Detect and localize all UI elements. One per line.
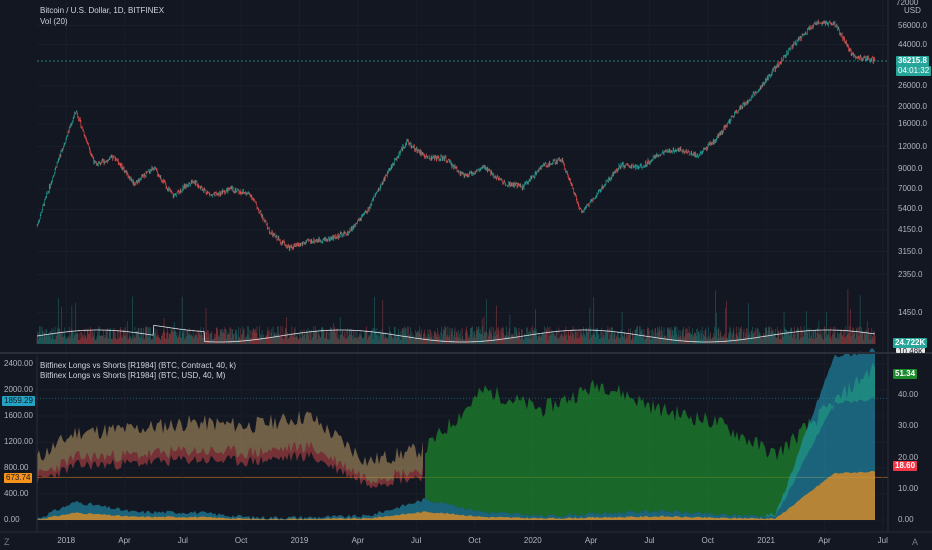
price-axis-label: 44000.0 [898, 39, 927, 49]
time-axis-label: 2021 [757, 536, 776, 545]
symbol-title[interactable]: Bitcoin / U.S. Dollar, 1D, BITFINEX [40, 6, 165, 15]
price-axis-label: 3150.0 [898, 246, 923, 256]
price-axis-label: 5400.0 [898, 204, 923, 214]
indicator-right-label: 30.00 [898, 421, 919, 431]
indicator-left-label: 0.00 [4, 515, 20, 524]
price-axis-label: 2350.0 [898, 269, 923, 279]
indicator-left-label: 400.00 [4, 489, 29, 498]
price-tag: 36215.8 [896, 56, 929, 66]
time-axis-label: Oct [234, 536, 248, 545]
indicator-left-label: 2400.00 [4, 359, 33, 368]
volume-title[interactable]: Vol (20) [40, 17, 68, 26]
longs-usd-area [425, 362, 875, 518]
countdown-tag: 04:01:32 [896, 66, 932, 76]
volume-tag: 24.722K [893, 338, 928, 348]
indicator-areas [37, 348, 875, 520]
longs-cyan-area [37, 348, 875, 520]
time-axis-label: Oct [701, 536, 715, 545]
volume-bars [36, 289, 876, 344]
time-axis-label: Apr [818, 536, 831, 545]
price-axis-label: 12000.0 [898, 141, 927, 151]
time-axis-label: Oct [468, 536, 481, 545]
price-axis-label: 56000.0 [898, 20, 927, 30]
shorts-orange-area [37, 471, 875, 520]
time-axis-label: Jul [177, 536, 188, 545]
indicator-title-1[interactable]: Bitfinex Longs vs Shorts [R1984] (BTC, C… [40, 361, 237, 370]
volume-ma-line [36, 324, 876, 343]
longs-band [37, 410, 423, 485]
shorts-band [37, 410, 423, 489]
time-axis-label: Apr [351, 536, 365, 545]
auto-scale-button[interactable]: A [912, 537, 919, 547]
indicator-title-2[interactable]: Bitfinex Longs vs Shorts [R1984] (BTC, U… [40, 371, 226, 380]
price-axis-label: 26000.0 [898, 80, 927, 90]
price-axis-label: 16000.0 [898, 119, 927, 129]
time-axis-label: Jul [411, 536, 422, 545]
indicator-right-label: 20.00 [898, 452, 919, 462]
indicator-right-label: 0.00 [898, 515, 914, 524]
volume-sub-tag: 10.48K [896, 348, 926, 353]
indicator-left-label: 1200.00 [4, 437, 33, 446]
time-axis-label: Jul [644, 536, 655, 545]
zoom-corner[interactable]: Z [4, 537, 10, 547]
indicator-left-tag-upper: 1859.29 [2, 396, 35, 406]
indicator-right-label: 40.00 [898, 390, 919, 400]
price-axis-label: 1450.0 [898, 307, 923, 317]
indicator-right-tag-lower: 18.60 [893, 461, 918, 471]
time-axis-label: 2018 [57, 536, 76, 545]
indicator-left-label: 2000.00 [4, 385, 33, 394]
time-axis-label: Apr [118, 536, 131, 545]
price-axis-label: 4150.0 [898, 225, 923, 234]
time-axis-label: Jul [877, 536, 888, 545]
price-axis-label: 7000.0 [898, 183, 923, 193]
price-axis-label: 9000.0 [898, 164, 923, 174]
indicator-left-label: 1600.00 [4, 411, 33, 420]
price-axis-currency: USD [904, 6, 921, 15]
price-axis-label: 20000.0 [898, 101, 927, 111]
indicator-right-label: 10.00 [898, 483, 919, 493]
indicator-left-tag-lower: 673.74 [4, 473, 33, 483]
time-axis-label: 2020 [523, 536, 542, 545]
time-axis-label: 2019 [290, 536, 309, 545]
price-candles [36, 19, 876, 251]
price-axis-top: 72000 [896, 0, 919, 7]
time-axis-label: Apr [584, 536, 598, 545]
indicator-right-tag-upper: 51.34 [893, 369, 918, 379]
indicator-left-label: 800.00 [4, 463, 29, 472]
